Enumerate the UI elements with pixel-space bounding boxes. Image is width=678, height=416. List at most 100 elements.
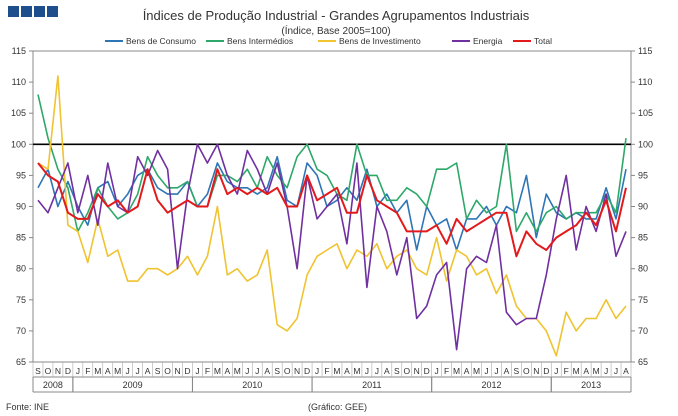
legend-label-investimento: Bens de Investimento xyxy=(339,36,421,46)
y-tick-label-left: 75 xyxy=(16,295,26,305)
x-month-label: J xyxy=(245,366,249,376)
y-tick-label-right: 80 xyxy=(638,264,648,274)
x-month-label: J xyxy=(614,366,618,376)
x-month-label: F xyxy=(85,366,90,376)
x-month-label: M xyxy=(593,366,600,376)
x-month-label: M xyxy=(473,366,480,376)
x-month-label: M xyxy=(114,366,121,376)
x-month-label: M xyxy=(353,366,360,376)
chart-title: Índices de Produção Industrial - Grandes… xyxy=(143,8,530,23)
y-tick-label-left: 80 xyxy=(16,264,26,274)
x-month-label: J xyxy=(365,366,369,376)
graph-credit: (Gráfico: GEE) xyxy=(308,402,367,412)
x-month-label: N xyxy=(174,366,180,376)
x-month-label: J xyxy=(484,366,488,376)
x-month-label: A xyxy=(105,366,111,376)
y-tick-label-right: 115 xyxy=(638,46,652,56)
x-month-label: O xyxy=(164,366,171,376)
x-month-label: M xyxy=(453,366,460,376)
x-month-label: M xyxy=(94,366,101,376)
x-month-label: S xyxy=(155,366,161,376)
y-tick-label-left: 65 xyxy=(16,357,26,367)
x-month-label: N xyxy=(414,366,420,376)
y-tick-label-right: 85 xyxy=(638,233,648,243)
y-tick-label-left: 70 xyxy=(16,326,26,336)
x-month-label: S xyxy=(274,366,280,376)
x-month-label: O xyxy=(45,366,52,376)
y-tick-label-right: 110 xyxy=(638,77,652,87)
legend: Bens de Consumo Bens Intermédios Bens de I… xyxy=(105,36,552,46)
y-tick-label-left: 100 xyxy=(11,139,26,149)
x-month-label: A xyxy=(264,366,270,376)
x-month-label: F xyxy=(444,366,449,376)
x-month-label: D xyxy=(65,366,71,376)
x-month-label: J xyxy=(126,366,130,376)
y-tick-label-right: 65 xyxy=(638,357,648,367)
legend-label-consumo: Bens de Consumo xyxy=(126,36,196,46)
x-month-label: D xyxy=(304,366,310,376)
ine-logo xyxy=(8,6,58,17)
y-tick-label-left: 95 xyxy=(16,170,26,180)
x-month-label: J xyxy=(315,366,319,376)
x-month-label: J xyxy=(554,366,558,376)
x-month-label: F xyxy=(324,366,329,376)
x-month-label: D xyxy=(543,366,549,376)
y-axis-right: 65 70 75 80 85 90 95 100 105 110 115 xyxy=(631,46,653,367)
legend-label-intermedios: Bens Intermédios xyxy=(227,36,293,46)
x-month-label: J xyxy=(255,366,259,376)
x-month-label: S xyxy=(394,366,400,376)
series-line-energia xyxy=(37,143,627,351)
x-month-label: O xyxy=(523,366,530,376)
x-month-label: A xyxy=(225,366,231,376)
x-month-label: J xyxy=(375,366,379,376)
x-month-label: A xyxy=(623,366,629,376)
x-month-label: M xyxy=(333,366,340,376)
x-month-label: A xyxy=(145,366,151,376)
x-year-label: 2010 xyxy=(242,380,262,390)
x-month-label: A xyxy=(344,366,350,376)
y-tick-label-right: 90 xyxy=(638,202,648,212)
x-month-label: F xyxy=(205,366,210,376)
plot-series xyxy=(37,75,627,357)
x-month-label: J xyxy=(136,366,140,376)
chart-subtitle: (Índice, Base 2005=100) xyxy=(281,24,390,37)
x-month-label: O xyxy=(403,366,410,376)
legend-label-total: Total xyxy=(534,36,552,46)
y-tick-label-left: 85 xyxy=(16,233,26,243)
legend-label-energia: Energia xyxy=(473,36,503,46)
y-tick-label-right: 95 xyxy=(638,170,648,180)
source-note: Fonte: INE xyxy=(6,402,49,412)
y-tick-label-right: 100 xyxy=(638,139,653,149)
series-line-consumo xyxy=(37,155,627,251)
y-tick-label-left: 105 xyxy=(11,108,26,118)
y-tick-label-right: 70 xyxy=(638,326,648,336)
x-month-label: M xyxy=(234,366,241,376)
x-month-label: A xyxy=(504,366,510,376)
x-month-label: A xyxy=(384,366,390,376)
x-month-label: S xyxy=(35,366,41,376)
x-month-label: N xyxy=(533,366,539,376)
x-month-label: S xyxy=(514,366,520,376)
x-month-label: J xyxy=(76,366,80,376)
x-month-label: J xyxy=(195,366,199,376)
x-month-label: D xyxy=(184,366,190,376)
x-month-label: J xyxy=(435,366,439,376)
x-month-label: A xyxy=(583,366,589,376)
x-year-label: 2012 xyxy=(481,380,501,390)
x-year-label: 2008 xyxy=(43,380,63,390)
x-month-label: O xyxy=(284,366,291,376)
x-month-label: A xyxy=(464,366,470,376)
x-month-label: D xyxy=(424,366,430,376)
y-axis-left: 65 70 75 80 85 90 95 100 105 110 115 xyxy=(11,46,33,367)
y-tick-label-right: 105 xyxy=(638,108,653,118)
x-month-label: J xyxy=(604,366,608,376)
x-month-label: J xyxy=(494,366,498,376)
x-month-label: M xyxy=(214,366,221,376)
x-month-label: M xyxy=(573,366,580,376)
y-tick-label-left: 90 xyxy=(16,202,26,212)
x-month-label: N xyxy=(55,366,61,376)
series-line-intermedios xyxy=(37,94,627,233)
x-month-label: N xyxy=(294,366,300,376)
